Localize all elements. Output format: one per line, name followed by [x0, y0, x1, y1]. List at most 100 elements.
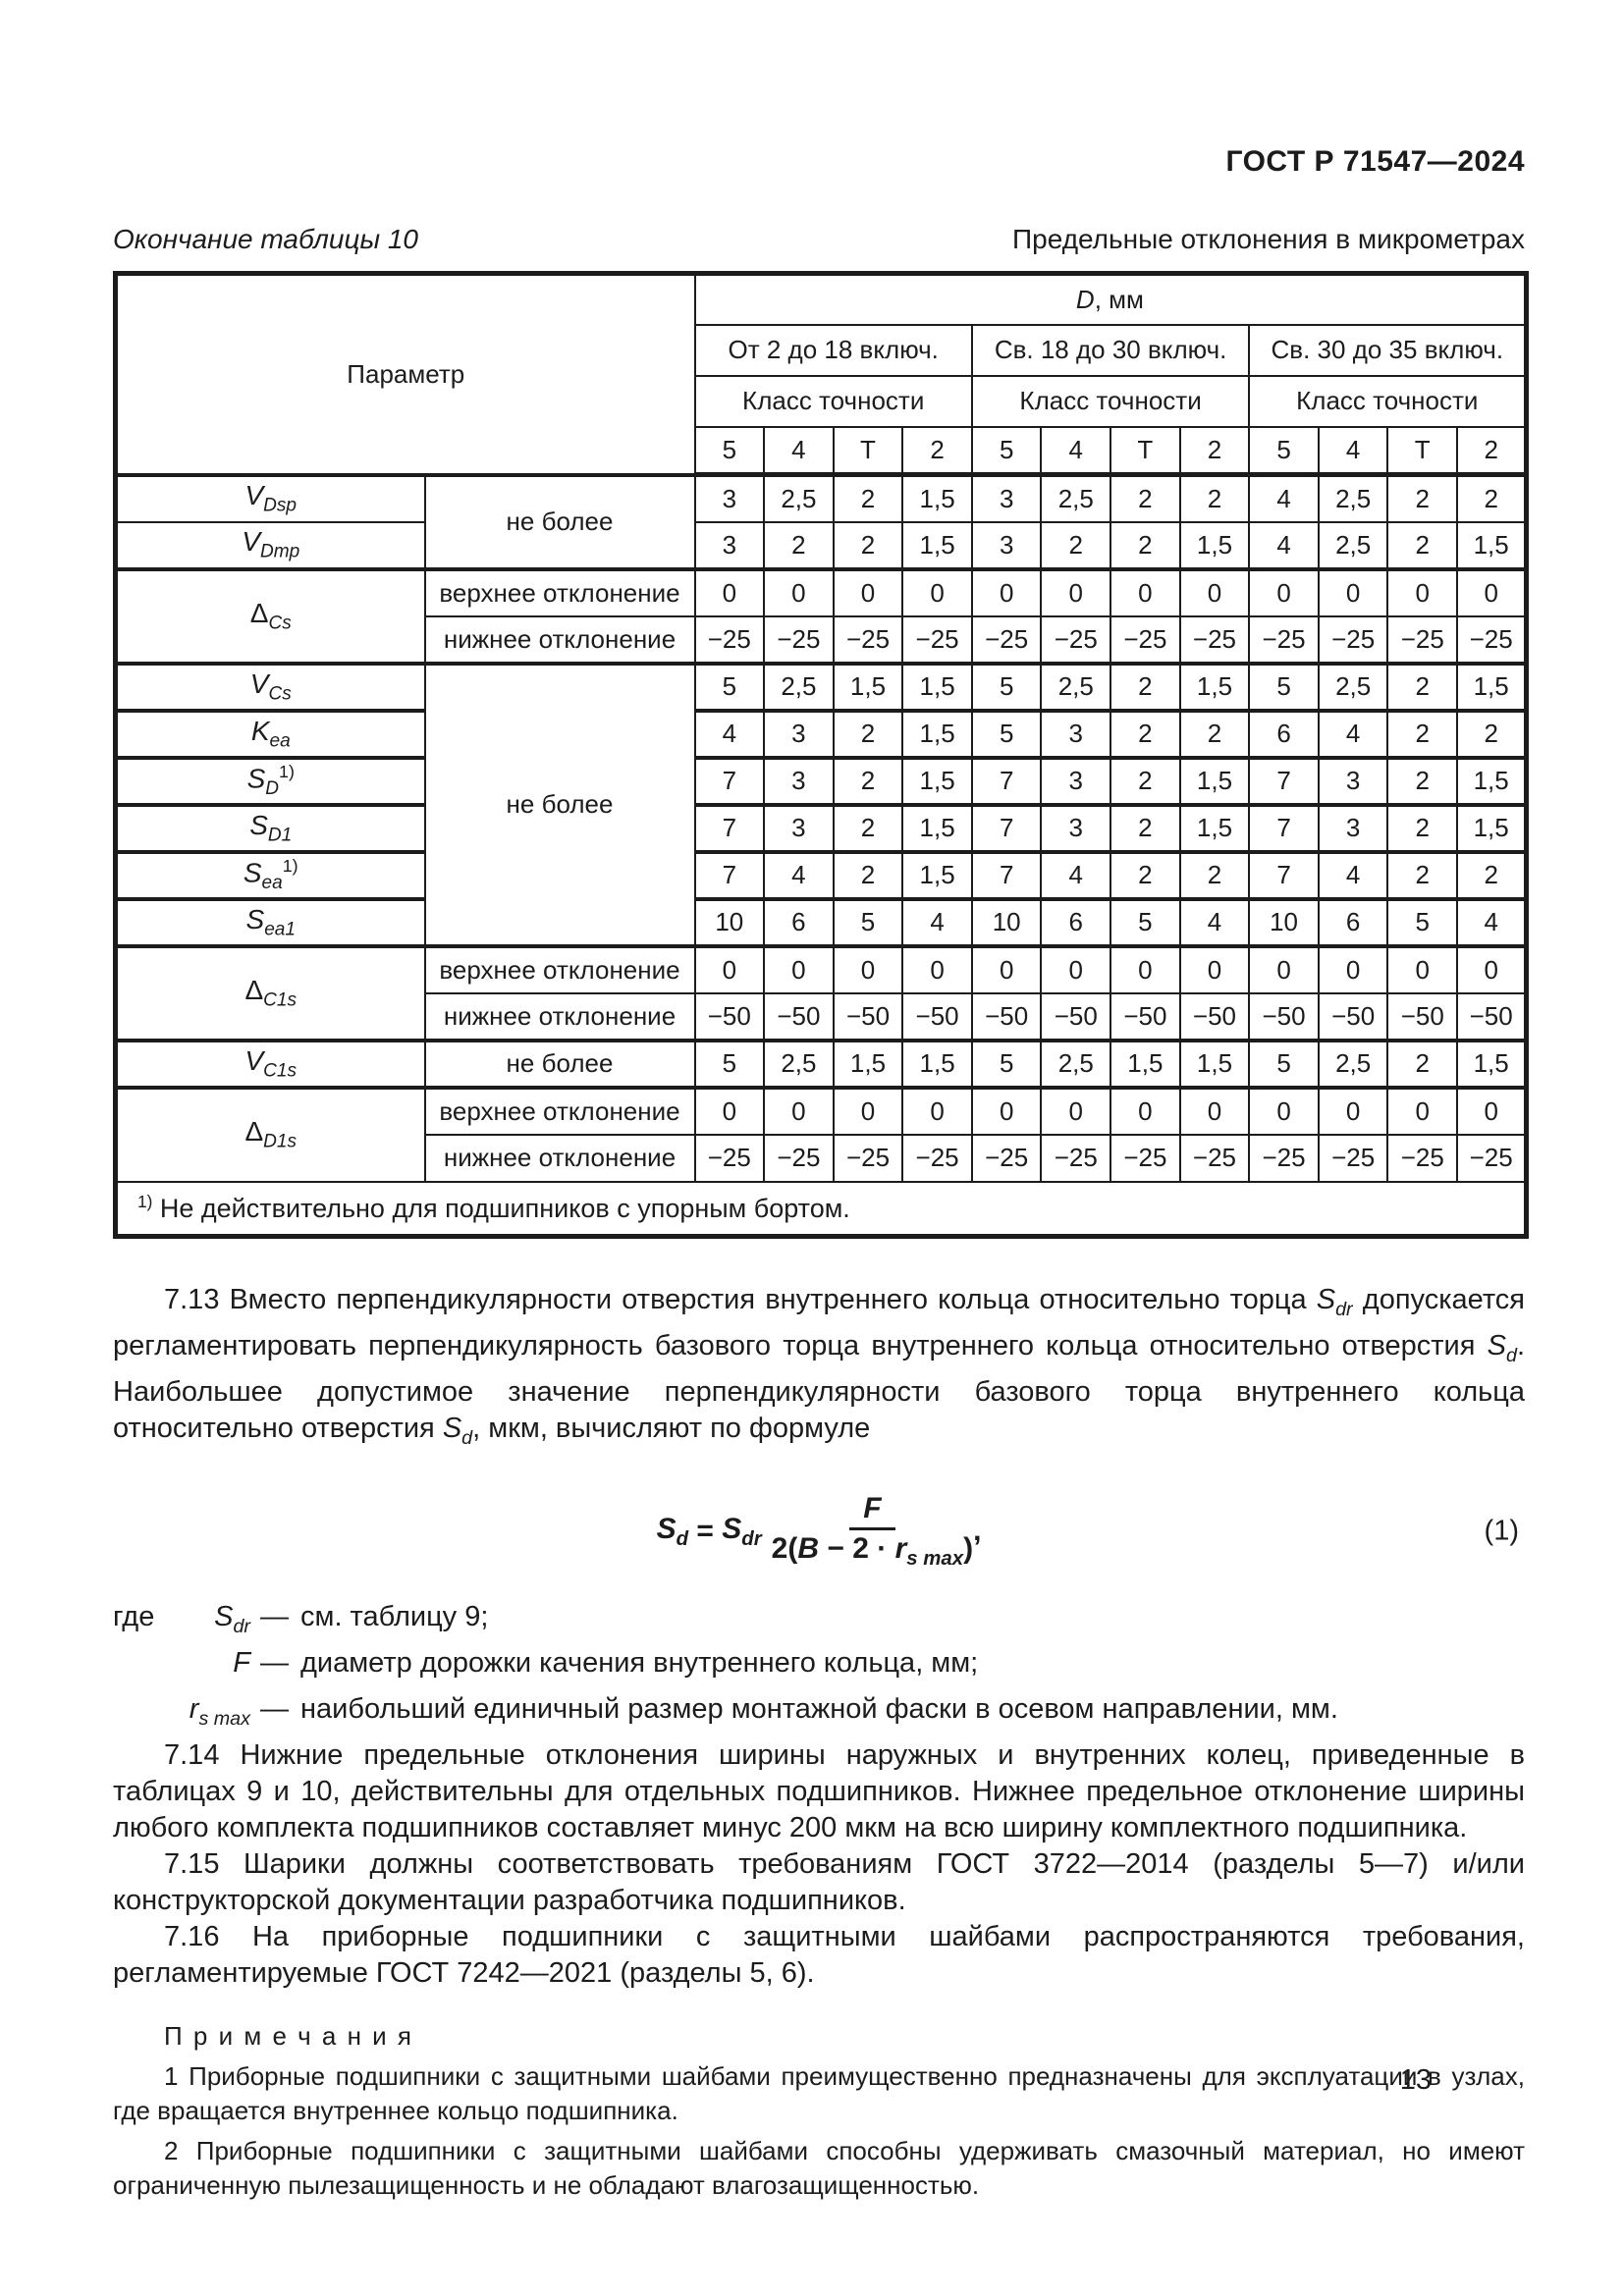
value-cell: 2: [832, 472, 904, 523]
value-cell: 0: [1040, 943, 1112, 994]
value-cell: 0: [1110, 943, 1181, 994]
value-cell: 7: [970, 755, 1043, 806]
value-cell: 0: [1178, 943, 1251, 994]
value-cell: 2: [1110, 661, 1181, 712]
value-cell: 4: [1317, 708, 1389, 759]
value-cell: 2,5: [1317, 661, 1389, 712]
value-cell: 2: [832, 520, 904, 570]
value-cell: −25: [1456, 614, 1528, 665]
value-cell: 0: [693, 566, 766, 617]
table-row: VCs не более 5 2,5 1,5 1,5 5 2,5 2 1,5 5 2,5 2 1,5: [114, 661, 1528, 947]
page-content: ГОСТ Р 71547—2024 Окончание таблицы 10 П…: [113, 0, 1530, 2203]
table-row: ΔD1s верхнее отклонение 0 0 0 0 0 0 0 0 0 0 0 0: [114, 1085, 1528, 1183]
page-number: 13: [1399, 2064, 1432, 2096]
value-cell: −50: [1248, 991, 1320, 1041]
value-cell: 4: [1178, 896, 1251, 947]
value-cell: 2: [1386, 520, 1459, 570]
accuracy-class-header-2: Класс точности: [970, 374, 1251, 428]
notes-block: П р и м е ч а н и я 1 Приборные подшипни…: [113, 2019, 1525, 2203]
value-cell: 2,5: [1040, 1038, 1112, 1089]
value-cell: 2: [832, 849, 904, 900]
value-cell: 2,5: [763, 1038, 835, 1089]
value-cell: 1,5: [1178, 520, 1251, 570]
value-cell: 5: [1386, 896, 1459, 947]
value-cell: 3: [1317, 755, 1389, 806]
table-row: нижнее отклонение −50 −50 −50 −50 −50 −50 −50 −5…: [116, 991, 1528, 1041]
value-cell: 0: [832, 566, 904, 617]
value-cell: 0: [1178, 1085, 1251, 1136]
value-cell: −50: [832, 991, 904, 1041]
value-cell: 3: [1040, 755, 1112, 806]
value-cell: 0: [1456, 1085, 1528, 1136]
value-cell: −25: [1110, 1133, 1181, 1183]
value-cell: −25: [1110, 614, 1181, 665]
value-cell: 0: [901, 943, 973, 994]
param-column-header: Параметр: [114, 272, 696, 476]
value-cell: 7: [1248, 802, 1320, 853]
value-cell: 6: [1317, 896, 1389, 947]
accuracy-class-header-3: Класс точности: [1248, 374, 1528, 428]
parameter-name-cell: Sea1): [114, 849, 426, 900]
d-mm-header: D, мм: [693, 272, 1528, 326]
value-cell: 2: [1456, 849, 1528, 900]
value-cell: −50: [763, 991, 835, 1041]
value-cell: 1,5: [1178, 1038, 1251, 1089]
value-cell: 5: [970, 708, 1043, 759]
value-cell: 3: [1040, 802, 1112, 853]
class-values-row: 5 4 Т 2 5 4 Т 2 5 4 Т 2: [116, 425, 1528, 477]
value-cell: −25: [901, 1133, 973, 1183]
range-header-3: Св. 30 до 35 включ.: [1248, 323, 1528, 377]
value-cell: −50: [1456, 991, 1528, 1041]
class-cell: 4: [1040, 425, 1112, 477]
value-cell: 5: [1248, 1038, 1320, 1089]
value-cell: 1,5: [901, 755, 973, 806]
value-cell: 6: [1040, 896, 1112, 947]
value-cell: −50: [970, 991, 1043, 1041]
value-cell: −25: [832, 614, 904, 665]
value-cell: 2: [1110, 472, 1181, 523]
value-cell: 5: [970, 1038, 1043, 1089]
value-cell: 2: [832, 708, 904, 759]
value-cell: 2: [1110, 708, 1181, 759]
value-cell: 0: [1110, 1085, 1181, 1136]
value-cell: 2: [832, 755, 904, 806]
value-cell: −50: [1110, 991, 1181, 1041]
condition-cell: не более: [423, 661, 696, 947]
condition-cell: нижнее отклонение: [423, 991, 696, 1041]
class-cell: 2: [1456, 425, 1528, 477]
value-cell: 6: [763, 896, 835, 947]
value-cell: 0: [901, 1085, 973, 1136]
value-cell: −25: [763, 614, 835, 665]
value-cell: 4: [1248, 472, 1320, 523]
value-cell: 2: [1386, 661, 1459, 712]
value-cell: 0: [1248, 566, 1320, 617]
note-item-1: 1 Приборные подшипники с защитными шайба…: [113, 2060, 1525, 2125]
table-header: Параметр D, мм От 2 до 18 включ. Св. 18 …: [114, 272, 1528, 477]
value-cell: 0: [832, 1085, 904, 1136]
value-cell: 7: [693, 802, 766, 853]
value-cell: −25: [763, 1133, 835, 1183]
value-cell: 1,5: [1110, 1038, 1181, 1089]
value-cell: 3: [970, 472, 1043, 523]
value-cell: 0: [1386, 566, 1459, 617]
value-cell: 5: [693, 661, 766, 712]
value-cell: 0: [1386, 943, 1459, 994]
value-cell: 5: [970, 661, 1043, 712]
value-cell: 2: [1456, 472, 1528, 523]
value-cell: 1,5: [1456, 802, 1528, 853]
value-cell: 1,5: [832, 1038, 904, 1089]
parameter-name-cell: SD1: [114, 802, 426, 853]
note-item-2: 2 Приборные подшипники с защитными шайба…: [113, 2135, 1525, 2200]
condition-cell: верхнее отклонение: [423, 1085, 696, 1136]
condition-cell: верхнее отклонение: [423, 943, 696, 994]
value-cell: 0: [970, 943, 1043, 994]
value-cell: 0: [763, 566, 835, 617]
value-cell: 0: [1317, 566, 1389, 617]
value-cell: −50: [901, 991, 973, 1041]
value-cell: 0: [1248, 943, 1320, 994]
value-cell: 1,5: [1178, 661, 1251, 712]
value-cell: 0: [1456, 566, 1528, 617]
where-row-sdr: где Sdr — см. таблицу 9;: [113, 1601, 489, 1638]
value-cell: 4: [901, 896, 973, 947]
